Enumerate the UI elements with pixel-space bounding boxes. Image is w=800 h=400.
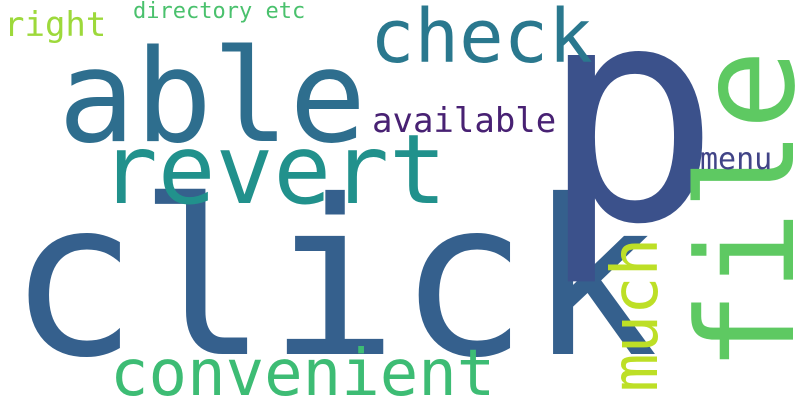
word-able: able bbox=[58, 23, 367, 172]
word-menu: menu bbox=[700, 142, 773, 177]
word-p: p bbox=[540, 0, 721, 290]
word-directory-etc: directory etc bbox=[133, 0, 306, 24]
word-click: click bbox=[8, 154, 659, 400]
word-much: much bbox=[599, 237, 673, 392]
word-convenient: convenient bbox=[110, 337, 496, 400]
word-revert: revert bbox=[100, 114, 447, 226]
word-right: right bbox=[4, 5, 107, 45]
word-file: file bbox=[669, 49, 800, 372]
word-available: available bbox=[372, 101, 557, 141]
word-check: check bbox=[370, 0, 593, 80]
